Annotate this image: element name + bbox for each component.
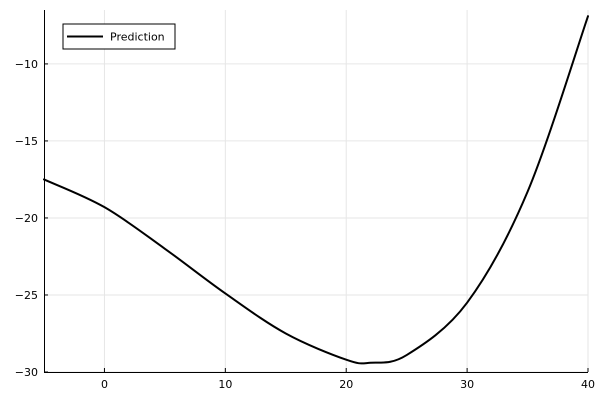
y-tick-label: −10: [15, 58, 38, 71]
x-tick-label: 10: [218, 378, 232, 391]
grid-lines: [44, 10, 589, 373]
legend-label-prediction: Prediction: [110, 31, 165, 44]
x-tick-label: 30: [460, 378, 474, 391]
series-line-prediction: [43, 15, 589, 365]
series-layer: [43, 15, 589, 365]
y-tick-label: −15: [15, 135, 38, 148]
y-tick-label: −30: [15, 366, 38, 379]
tick-labels: 0 10 20 30 40 −30 −25 −20 −15 −10: [15, 58, 595, 391]
y-tick-label: −20: [15, 212, 38, 225]
x-tick-label: 20: [339, 378, 353, 391]
axes: [44, 10, 588, 373]
tick-marks: [44, 63, 589, 373]
legend: Prediction: [62, 23, 176, 50]
x-tick-label: 0: [101, 378, 108, 391]
y-tick-label: −25: [15, 289, 38, 302]
x-tick-label: 40: [581, 378, 595, 391]
